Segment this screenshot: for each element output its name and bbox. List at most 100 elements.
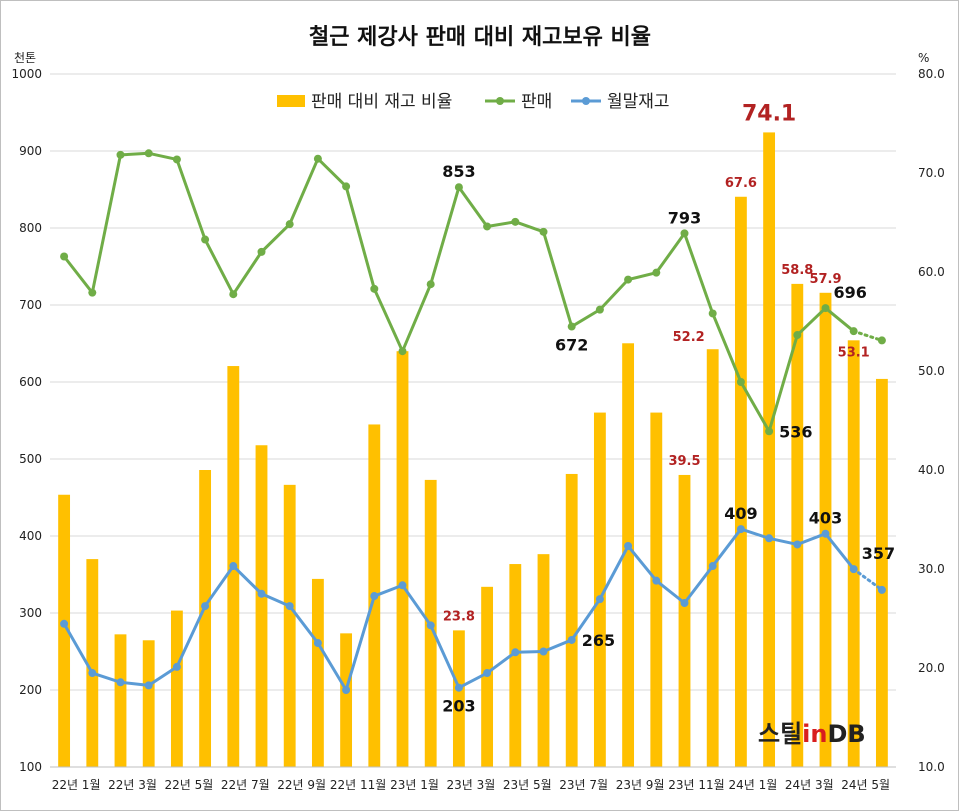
series-point <box>229 290 238 299</box>
right-tick-label: 40.0 <box>918 463 945 477</box>
data-labels: 853 793 672 536 696 203 265 409 403 357 23.8 39.5 52… <box>442 101 895 715</box>
left-tick-label: 300 <box>19 606 42 620</box>
bar <box>170 610 183 767</box>
legend-entry: 판매 <box>521 92 552 112</box>
bar <box>396 351 409 767</box>
series-point <box>708 309 717 318</box>
series-point <box>595 595 604 604</box>
data-label: 53.1 <box>838 345 870 360</box>
left-tick-label: 800 <box>19 221 42 235</box>
right-tick-label: 10.0 <box>918 760 945 774</box>
bar <box>537 554 550 767</box>
series-point <box>60 619 69 628</box>
data-label: 853 <box>442 162 475 181</box>
data-label: 409 <box>724 504 757 523</box>
left-tick-label: 900 <box>19 144 42 158</box>
series-point <box>398 581 407 590</box>
line-series <box>60 149 886 694</box>
right-tick-label: 30.0 <box>918 562 945 576</box>
series-line-dotted <box>852 329 884 342</box>
series-point <box>877 585 886 594</box>
x-tick-label: 23년 3월 <box>446 778 495 792</box>
series-point <box>257 247 266 256</box>
right-tick-label: 50.0 <box>918 364 945 378</box>
legend-marker-sales <box>496 97 504 105</box>
data-label: 58.8 <box>781 263 813 278</box>
data-label: 39.5 <box>668 454 700 469</box>
bar <box>283 484 296 767</box>
left-tick-label: 600 <box>19 375 42 389</box>
chart-title: 철근 제강사 판매 대비 재고보유 비율 <box>309 25 651 50</box>
bar <box>565 473 578 767</box>
data-label: 536 <box>779 422 812 441</box>
left-tick-label: 500 <box>19 452 42 466</box>
data-label: 793 <box>668 208 701 227</box>
bar <box>199 470 212 767</box>
data-label: 357 <box>862 544 895 563</box>
series-point <box>313 639 322 648</box>
right-tick-label: 70.0 <box>918 166 945 180</box>
series-point <box>116 678 125 687</box>
bar <box>650 412 663 767</box>
x-tick-label: 22년 11월 <box>330 778 386 792</box>
bar <box>311 578 324 767</box>
series-point <box>624 275 633 284</box>
logo-part-1: 스틸 <box>758 720 802 748</box>
bar <box>622 343 635 767</box>
series-point <box>342 182 351 191</box>
series-point <box>285 220 294 229</box>
series-point <box>849 327 858 336</box>
series-point <box>849 565 858 574</box>
bar <box>791 283 804 767</box>
series-point <box>821 304 830 313</box>
x-tick-label: 23년 9월 <box>616 778 665 792</box>
series-point <box>229 562 238 571</box>
data-label: 52.2 <box>673 330 705 345</box>
series-point <box>793 540 802 549</box>
series-point <box>736 525 745 534</box>
series-point <box>342 686 351 694</box>
series-point <box>511 217 520 226</box>
data-label: 74.1 <box>742 101 796 126</box>
x-tick-label: 22년 7월 <box>221 778 270 792</box>
x-tick-label: 23년 11월 <box>668 778 724 792</box>
x-tick-label: 23년 5월 <box>503 778 552 792</box>
series-point <box>483 222 492 231</box>
series-point <box>88 669 97 678</box>
series-point <box>680 229 689 238</box>
bar <box>86 559 99 767</box>
legend: 판매 대비 재고 비율 판매 월말재고 <box>277 92 670 112</box>
x-tick-label: 23년 1월 <box>390 778 439 792</box>
x-tick-label: 24년 5월 <box>841 778 890 792</box>
bar <box>452 630 465 767</box>
bar <box>734 196 747 767</box>
legend-entry: 판매 대비 재고 비율 <box>311 92 452 112</box>
left-tick-label: 400 <box>19 529 42 543</box>
series-point <box>765 534 774 543</box>
series-point <box>483 669 492 678</box>
x-tick-label: 23년 7월 <box>559 778 608 792</box>
bar <box>706 349 719 767</box>
series-point <box>539 647 548 656</box>
legend-marker-inventory <box>582 97 590 105</box>
data-label: 265 <box>582 631 615 650</box>
svg-text:스틸inDB: 스틸inDB <box>758 720 866 748</box>
series-point <box>680 598 689 607</box>
series-point <box>793 331 802 340</box>
series-point <box>370 284 379 293</box>
series-point <box>426 280 435 289</box>
bar <box>114 634 127 767</box>
right-tick-label: 80.0 <box>918 67 945 81</box>
data-label: 67.6 <box>725 176 757 191</box>
series-point <box>88 288 97 297</box>
series-point <box>511 648 520 657</box>
x-tick-label: 22년 3월 <box>108 778 157 792</box>
series-point <box>877 336 886 345</box>
bar <box>847 340 860 767</box>
legend-entry: 월말재고 <box>607 92 670 112</box>
data-label: 672 <box>555 336 588 355</box>
watermark-logo: 스틸inDB <box>758 720 866 748</box>
x-tick-label: 24년 1월 <box>728 778 777 792</box>
series-point <box>821 529 830 538</box>
x-tick-label: 22년 9월 <box>277 778 326 792</box>
